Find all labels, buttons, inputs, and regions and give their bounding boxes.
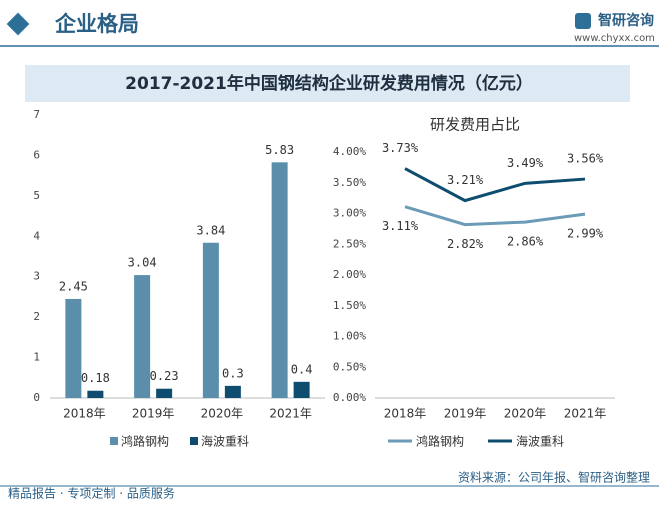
logo-icon: [575, 13, 591, 29]
y-tick-label: 0.00%: [333, 391, 366, 404]
y-tick-label: 2: [33, 310, 40, 323]
value-label: 3.84: [196, 223, 225, 237]
value-label: 2.82%: [447, 237, 484, 251]
value-label: 5.83: [265, 143, 294, 157]
x-tick-label: 2019年: [444, 407, 487, 421]
y-tick-label: 3.50%: [333, 176, 366, 189]
bar: [134, 275, 151, 398]
value-label: 2.99%: [567, 227, 604, 241]
value-label: 3.73%: [382, 141, 419, 155]
x-tick-label: 2019年: [132, 407, 175, 421]
bar: [293, 381, 310, 398]
legend-label: 鸿路钢构: [416, 434, 464, 449]
bar: [87, 390, 104, 398]
legend-label: 海波重科: [201, 434, 249, 449]
line: [404, 167, 586, 203]
y-tick-label: 1.00%: [333, 330, 366, 343]
legend-label: 鸿路钢构: [121, 434, 169, 449]
brand: 智研咨询: [597, 12, 654, 29]
y-tick-label: 1.50%: [333, 299, 366, 312]
y-tick-label: 1: [33, 351, 40, 364]
y-tick-label: 3.00%: [333, 207, 366, 220]
y-tick-label: 2.00%: [333, 268, 366, 281]
legend-swatch: [190, 437, 198, 445]
value-label: 2.86%: [507, 235, 544, 249]
value-label: 3.04: [128, 256, 157, 270]
bar: [202, 242, 219, 398]
bar: [156, 388, 173, 398]
value-label: 3.11%: [382, 219, 419, 233]
chart-title: 研发费用占比: [430, 116, 520, 134]
x-tick-label: 2020年: [504, 407, 547, 421]
value-label: 2.45: [59, 279, 88, 293]
value-label: 0.3: [222, 366, 244, 380]
banner: [25, 65, 630, 102]
legend-label: 海波重科: [516, 434, 564, 449]
y-tick-label: 3: [33, 270, 40, 283]
line: [404, 205, 586, 227]
banner-title: 2017-2021年中国钢结构企业研发费用情况（亿元）: [125, 73, 533, 94]
value-label: 3.21%: [447, 173, 484, 187]
x-tick-label: 2018年: [384, 407, 427, 421]
y-tick-label: 0.50%: [333, 360, 366, 373]
section-title: 企业格局: [54, 12, 139, 36]
value-label: 3.56%: [567, 152, 604, 166]
y-tick-label: 2.50%: [333, 237, 366, 250]
x-tick-label: 2018年: [63, 407, 106, 421]
slogan: 精品报告 · 专项定制 · 品质服务: [8, 486, 175, 501]
y-tick-label: 4.00%: [333, 145, 366, 158]
y-tick-label: 0: [33, 391, 40, 404]
source: 资料来源：公司年报、智研咨询整理: [458, 470, 650, 485]
y-tick-label: 6: [33, 148, 40, 161]
x-tick-label: 2020年: [201, 407, 244, 421]
bar: [65, 298, 82, 398]
value-label: 0.4: [291, 362, 313, 376]
value-label: 0.23: [150, 369, 179, 383]
value-label: 0.18: [81, 371, 110, 385]
x-tick-label: 2021年: [564, 407, 607, 421]
legend-swatch: [110, 437, 118, 445]
y-tick-label: 4: [33, 229, 40, 242]
x-tick-label: 2021年: [269, 407, 312, 421]
bar: [271, 162, 288, 398]
y-tick-label: 5: [33, 189, 40, 202]
y-tick-label: 7: [33, 108, 40, 121]
value-label: 3.49%: [507, 156, 544, 170]
site: www.chyxx.com: [574, 33, 655, 44]
bar: [224, 385, 241, 398]
